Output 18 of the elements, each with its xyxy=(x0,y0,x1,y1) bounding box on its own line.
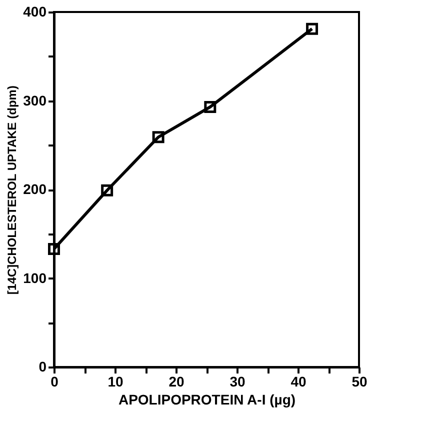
y-tick-label: 400 xyxy=(23,4,47,20)
point xyxy=(48,242,60,255)
y-axis-title: [14C]CHOLESTEROL UPTAKE (dpm) xyxy=(5,86,20,294)
point xyxy=(152,131,164,144)
x-tick-label: 40 xyxy=(290,374,306,390)
y-tick-label: 200 xyxy=(23,181,47,197)
point xyxy=(204,100,216,113)
x-tick-label: 0 xyxy=(50,374,59,390)
x-tick-label: 20 xyxy=(168,374,184,390)
x-tick-label: 10 xyxy=(108,374,124,390)
y-tick-label: 0 xyxy=(38,358,47,374)
point xyxy=(101,184,114,196)
point xyxy=(306,22,318,35)
x-tick-label: 30 xyxy=(230,374,246,390)
y-tick-label: 300 xyxy=(23,92,47,108)
y-tick-label: 100 xyxy=(23,270,47,286)
x-axis-title: APOLIPOPROTEIN A-I (µg) xyxy=(118,392,296,408)
x-tick-label: 50 xyxy=(352,374,368,390)
